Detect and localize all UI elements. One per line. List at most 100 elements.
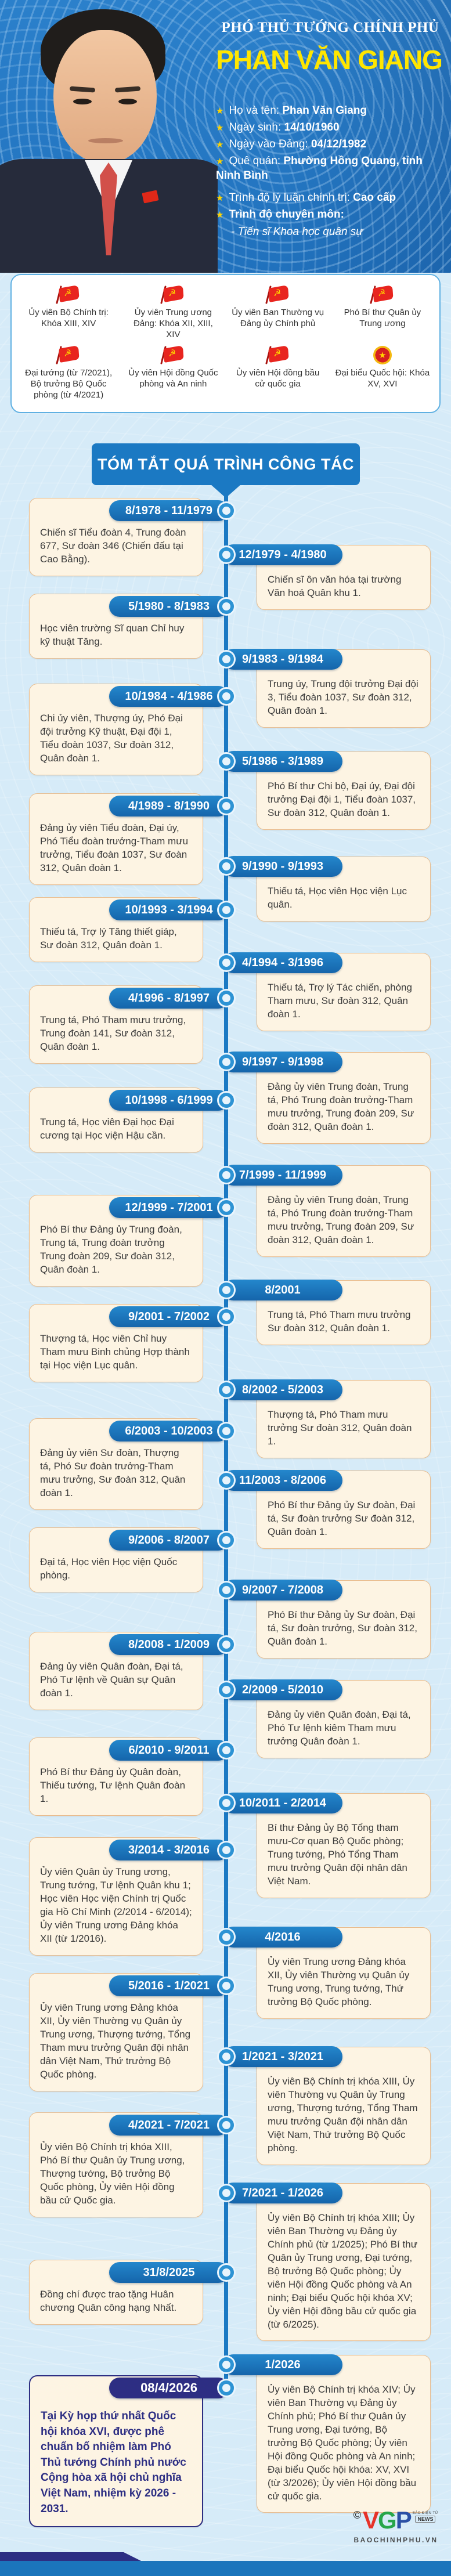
info-line: ★ Trình độ chuyên môn: xyxy=(216,207,446,222)
timeline-card: Tại Kỳ họp thứ nhất Quốc hội khóa XVI, đ… xyxy=(29,2375,203,2528)
timeline-date-pill: 4/1996 - 8/1997 xyxy=(109,988,229,1009)
timeline-date-pill: 7/1999 - 11/1999 xyxy=(223,1165,342,1186)
timeline-date-pill: 9/1990 - 9/1993 xyxy=(223,856,342,877)
timeline-card: Ủy viên Bộ Chính trị khóa XIII; Ủy viên … xyxy=(257,2183,431,2342)
timeline-date-pill: 4/2021 - 7/2021 xyxy=(109,2115,229,2136)
info-line: ★ Quê quán: Phường Hồng Quang, tỉnh Ninh … xyxy=(216,154,446,183)
timeline-title: TÓM TẮT QUÁ TRÌNH CÔNG TÁC xyxy=(98,455,354,473)
timeline-dot xyxy=(219,1842,234,1858)
bottom-navy-bar xyxy=(0,2552,142,2561)
timeline-dot xyxy=(219,1533,234,1548)
timeline-dot xyxy=(219,991,234,1006)
position-item: ★ Đại biểu Quốc hội: Khóa XV, XVI xyxy=(330,344,435,404)
timeline-date-pill: 4/2016 xyxy=(223,1927,342,1948)
timeline-dot xyxy=(219,1168,234,1183)
footer-site-url: BAOCHINHPHU.VN xyxy=(353,2536,438,2544)
timeline-date-pill: 9/1983 - 9/1984 xyxy=(223,649,342,670)
position-item: ☭ Ủy viên Hội đồng bầu cử quốc gia xyxy=(226,344,330,404)
timeline-dot xyxy=(219,503,234,518)
timeline-date-pill: 08/4/2026 xyxy=(109,2378,229,2398)
timeline-date-pill: 31/8/2025 xyxy=(109,2262,229,2283)
position-item: ☭ Đại tướng (từ 7/2021), Bộ trưởng Bộ Quố… xyxy=(16,344,121,404)
timeline-dot xyxy=(219,1424,234,1439)
position-text: Đại tướng (từ 7/2021), Bộ trưởng Bộ Quốc… xyxy=(25,368,113,400)
timeline-date-pill: 6/2010 - 9/2011 xyxy=(109,1740,229,1761)
timeline-date-pill: 6/2003 - 10/2003 xyxy=(109,1421,229,1441)
timeline-dot xyxy=(219,2380,234,2396)
position-text: Đại biểu Quốc hội: Khóa XV, XVI xyxy=(335,368,430,389)
timeline-dot xyxy=(219,1930,234,1945)
info-label: Quê quán: xyxy=(229,155,284,168)
timeline-date-pill: 12/1999 - 7/2001 xyxy=(109,1197,229,1218)
info-label: Ngày vào Đảng: xyxy=(229,138,311,151)
person-name: PHAN VĂN GIANG xyxy=(216,45,443,75)
timeline-dot xyxy=(219,1309,234,1324)
timeline-date-pill: 4/1994 - 3/1996 xyxy=(223,952,342,973)
info-line: ★ Ngày vào Đảng: 04/12/1982 xyxy=(216,137,446,151)
position-text: Phó Bí thư Quân ủy Trung ương xyxy=(344,308,421,329)
position-item: ☭ Ủy viên Hội đồng Quốc phòng và An ninh xyxy=(121,344,225,404)
timeline-date-pill: 2/2009 - 5/2010 xyxy=(223,1679,342,1700)
timeline-dot xyxy=(219,1795,234,1811)
timeline-dot xyxy=(219,754,234,769)
timeline-date-pill: 8/2001 xyxy=(223,1280,342,1300)
timeline-dot xyxy=(219,1093,234,1108)
info-value: Trình độ chuyên môn: xyxy=(229,208,344,221)
position-text: Ủy viên Hội đồng bầu cử quốc gia xyxy=(236,368,320,389)
info-line: ★ Trình độ lý luận chính trị: Cao cấp xyxy=(216,190,446,205)
info-label: Ngày sinh: xyxy=(229,121,284,134)
timeline-dot xyxy=(219,2185,234,2201)
info-line: ★ Ngày sinh: 14/10/1960 xyxy=(216,120,446,135)
timeline-date-pill: 1/2021 - 3/2021 xyxy=(223,2046,342,2067)
positions-box: ☭ Ủy viên Bộ Chính trị: Khóa XIII, XIV ☭ Ủy… xyxy=(10,274,441,413)
timeline-card: Phó Bí thư Chi bộ, Đại úy, Đại đội trưởn… xyxy=(257,752,431,830)
info-bullet-icon: ★ xyxy=(216,210,224,221)
page-title: PHÓ THỦ TƯỚNG CHÍNH PHỦ xyxy=(221,20,439,35)
party-flag-icon: ☭ xyxy=(56,345,81,364)
timeline-dot xyxy=(219,859,234,874)
timeline-date-pill: 11/2003 - 8/2006 xyxy=(223,1470,342,1491)
personal-info-list: ★ Họ và tên: Phan Văn Giang ★ Ngày sinh: 14… xyxy=(216,103,446,241)
timeline-date-pill: 10/1993 - 3/1994 xyxy=(109,899,229,920)
timeline-dot xyxy=(219,1743,234,1758)
timeline-title-banner: TÓM TẮT QUÁ TRÌNH CÔNG TÁC xyxy=(92,443,360,485)
info-value: Phan Văn Giang xyxy=(282,104,367,117)
timeline-dot xyxy=(219,1583,234,1598)
timeline-card: Phó Bí thư Đảng ủy Sư đoàn, Đại tá, Sư đ… xyxy=(257,1471,431,1549)
timeline-dot xyxy=(219,799,234,814)
position-text: Ủy viên Bộ Chính trị: Khóa XIII, XIV xyxy=(28,308,109,329)
timeline-dot xyxy=(219,1054,234,1070)
info-value: Cao cấp xyxy=(353,192,396,204)
info-value: Phường Hồng Quang, tỉnh Ninh Bình xyxy=(216,155,423,182)
timeline-dot xyxy=(219,1473,234,1488)
info-label: Trình độ lý luận chính trị: xyxy=(229,192,353,204)
info-bullet-icon: ★ xyxy=(216,193,224,204)
timeline-date-pill: 10/1998 - 6/1999 xyxy=(109,1090,229,1111)
copyright-icon: © xyxy=(353,2509,362,2521)
timeline-dot xyxy=(219,652,234,667)
timeline-dot xyxy=(219,599,234,614)
timeline-line xyxy=(224,490,228,2396)
timeline-card: Đảng ủy viên Trung đoàn, Trung tá, Phó T… xyxy=(257,1052,431,1144)
position-item: ☭ Ủy viên Bộ Chính trị: Khóa XIII, XIV xyxy=(16,283,121,344)
vgp-logo: © V G P BÁO ĐIỆN TỬ NEWS xyxy=(353,2506,439,2534)
timeline-date-pill: 5/1986 - 3/1989 xyxy=(223,751,342,772)
info-line: ★ Họ và tên: Phan Văn Giang xyxy=(216,103,446,118)
position-text: Ủy viên Trung ương Đảng: Khóa XII, XIII,… xyxy=(134,308,213,340)
position-item: ☭ Phó Bí thư Quân ủy Trung ương xyxy=(330,283,435,344)
timeline-date-pill: 8/2002 - 5/2003 xyxy=(223,1379,342,1400)
info-bullet-icon: ★ xyxy=(216,123,224,133)
info-value: - Tiến sĩ Khoa học quân sự xyxy=(231,225,363,238)
info-bullet-icon: ★ xyxy=(216,106,224,116)
timeline-date-pill: 9/2007 - 7/2008 xyxy=(223,1580,342,1600)
info-value: 14/10/1960 xyxy=(284,121,340,134)
timeline-date-pill: 9/2006 - 8/2007 xyxy=(109,1530,229,1551)
party-flag-icon: ☭ xyxy=(370,285,395,304)
timeline-dot xyxy=(219,2049,234,2064)
timeline-dot xyxy=(219,1200,234,1215)
timeline-date-pill: 4/1989 - 8/1990 xyxy=(109,796,229,816)
bottom-blue-bar xyxy=(0,2561,451,2576)
footer-logo: © V G P BÁO ĐIỆN TỬ NEWS BAOCHINHPHU.VN xyxy=(344,2506,448,2545)
party-flag-icon: ☭ xyxy=(265,285,291,304)
